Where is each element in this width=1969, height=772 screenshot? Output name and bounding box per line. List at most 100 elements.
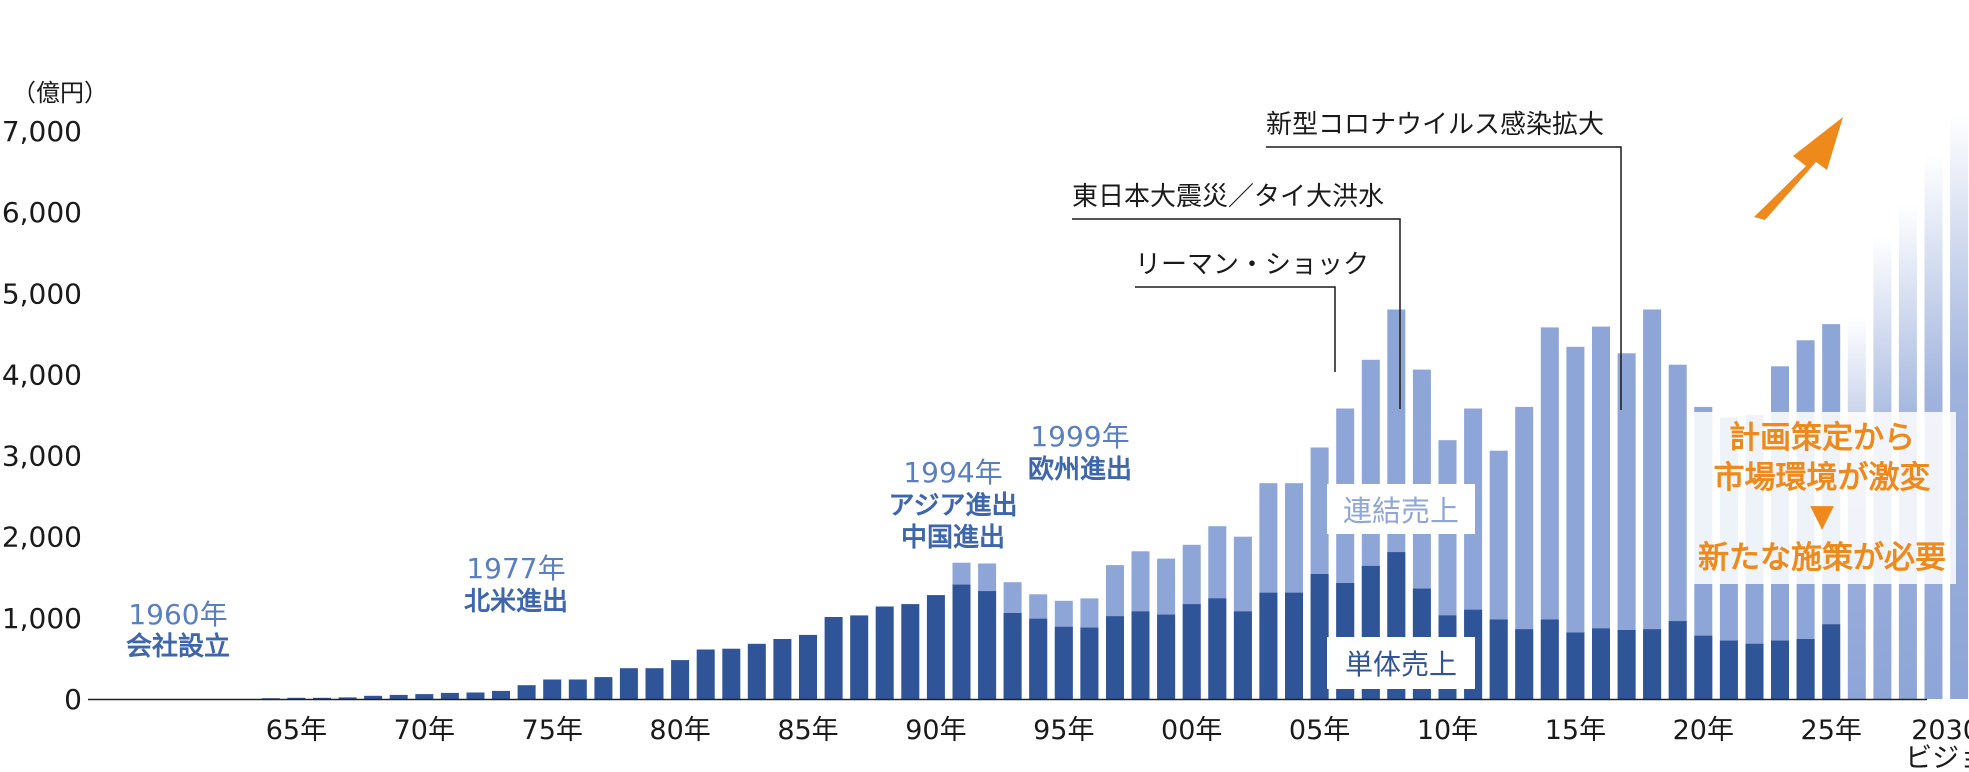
growth-arrow-icon bbox=[1754, 117, 1843, 220]
y-tick-label: 7,000 bbox=[2, 115, 82, 148]
crisis-callout-earthquake: 東日本大震災／タイ大洪水 bbox=[1072, 182, 1401, 409]
consolidated-bar bbox=[1566, 346, 1585, 699]
x-tick-label: 90年 bbox=[905, 715, 966, 746]
standalone-bar bbox=[824, 617, 843, 699]
crisis-callout-covid: 新型コロナウイルス感染拡大 bbox=[1266, 110, 1622, 410]
standalone-bar bbox=[568, 679, 587, 699]
standalone-bar bbox=[1540, 619, 1559, 699]
x-tick-label: 00年 bbox=[1161, 715, 1222, 746]
y-tick-label: 3,000 bbox=[2, 440, 82, 473]
standalone-bar bbox=[901, 604, 920, 699]
consolidated-bar bbox=[1515, 406, 1534, 699]
standalone-bar bbox=[594, 677, 613, 699]
consolidated-bar bbox=[1592, 326, 1610, 699]
consolidated-bar bbox=[1617, 353, 1636, 699]
standalone-bar bbox=[1771, 640, 1789, 699]
standalone-bar bbox=[1822, 624, 1841, 699]
standalone-bar bbox=[850, 615, 869, 699]
standalone-label-backdrop bbox=[1327, 637, 1475, 689]
x-tick-label: 75年 bbox=[522, 715, 583, 746]
x-tick-label: 05年 bbox=[1289, 715, 1350, 746]
standalone-bar bbox=[543, 679, 562, 699]
standalone-bar bbox=[1796, 639, 1815, 699]
standalone-bar bbox=[389, 694, 408, 699]
x-tick-label: 65年 bbox=[266, 715, 327, 746]
standalone-bar bbox=[466, 692, 485, 699]
standalone-bar bbox=[1310, 574, 1329, 699]
standalone-bar bbox=[1106, 616, 1124, 699]
standalone-bar bbox=[1003, 613, 1022, 699]
standalone-bar bbox=[1080, 627, 1099, 699]
y-tick-label: 6,000 bbox=[2, 196, 82, 229]
standalone-bar bbox=[1285, 592, 1303, 699]
standalone-bar bbox=[1617, 630, 1636, 699]
standalone-bar bbox=[440, 692, 459, 699]
standalone-bar bbox=[645, 668, 664, 699]
standalone-bar bbox=[1643, 629, 1662, 699]
projection-bars bbox=[1847, 114, 1969, 700]
standalone-bar bbox=[773, 639, 792, 699]
standalone-bar bbox=[926, 595, 945, 699]
x-tick-label: 15年 bbox=[1545, 715, 1606, 746]
y-axis-unit-label: （億円） bbox=[12, 79, 108, 107]
standalone-bar bbox=[1566, 632, 1585, 699]
vision-note-arrow: ▼ bbox=[1810, 498, 1834, 534]
y-tick-label: 4,000 bbox=[2, 358, 82, 391]
x-tick-label: 95年 bbox=[1033, 715, 1094, 746]
standalone-bar bbox=[952, 584, 971, 699]
standalone-bar bbox=[287, 697, 306, 700]
event-1977-year: 1977年 bbox=[466, 552, 565, 585]
earthquake-flood-label: 東日本大震災／タイ大洪水 bbox=[1072, 182, 1384, 212]
consolidated-bar bbox=[1643, 309, 1662, 699]
standalone-bar bbox=[1054, 626, 1073, 699]
event-1994-year: 1994年 bbox=[903, 456, 1002, 489]
standalone-bar bbox=[722, 648, 741, 699]
standalone-bar bbox=[1694, 635, 1713, 699]
standalone-bar bbox=[619, 668, 638, 699]
crisis-callout-lehman: リーマン・ショック bbox=[1135, 250, 1369, 372]
consolidated-bar bbox=[1540, 327, 1559, 699]
x-tick-label: 80年 bbox=[649, 715, 710, 746]
x-tick-sublabel: ビジョン bbox=[1905, 743, 1969, 772]
standalone-bar bbox=[1208, 598, 1227, 699]
event-1994-label2: 中国進出 bbox=[901, 523, 1005, 553]
standalone-bar bbox=[1182, 604, 1201, 699]
standalone-bar bbox=[1233, 611, 1252, 699]
standalone-bar bbox=[1157, 614, 1176, 699]
standalone-bar bbox=[1719, 640, 1738, 699]
event-1999-year: 1999年 bbox=[1030, 420, 1129, 453]
standalone-bar bbox=[671, 660, 690, 699]
y-axis-ticks: 0 1,000 2,000 3,000 4,000 5,000 6,000 7,000 bbox=[2, 115, 82, 716]
event-1960-year: 1960年 bbox=[128, 598, 227, 631]
standalone-bar bbox=[696, 649, 715, 699]
event-1999-label: 欧州進出 bbox=[1028, 454, 1132, 485]
y-tick-label: 0 bbox=[64, 683, 82, 716]
y-tick-label: 1,000 bbox=[2, 602, 82, 635]
standalone-bar bbox=[338, 697, 357, 699]
standalone-bar bbox=[1029, 618, 1048, 699]
x-tick-label: 20年 bbox=[1673, 715, 1734, 746]
projection-bar bbox=[1950, 114, 1969, 700]
vision-note-line3: 新たな施策が必要 bbox=[1698, 540, 1946, 576]
standalone-bar bbox=[978, 591, 997, 699]
x-tick-label: 10年 bbox=[1417, 715, 1478, 746]
event-1960-label: 会社設立 bbox=[126, 631, 230, 662]
lehman-leader-line bbox=[1135, 286, 1336, 372]
standalone-bar bbox=[1668, 621, 1687, 699]
event-1994-label: アジア進出 bbox=[889, 491, 1018, 521]
event-1977-label: 北米進出 bbox=[464, 587, 568, 617]
consolidated-label-backdrop bbox=[1327, 484, 1475, 534]
standalone-bar bbox=[313, 697, 331, 700]
standalone-bar bbox=[875, 606, 894, 699]
consolidated-bar bbox=[1668, 364, 1687, 699]
standalone-series-label: 単体売上 bbox=[1345, 648, 1457, 681]
x-tick-label: 70年 bbox=[394, 715, 455, 746]
covid-leader-line bbox=[1266, 146, 1622, 410]
standalone-bar bbox=[1745, 643, 1764, 699]
x-tick-label: 25年 bbox=[1801, 715, 1862, 746]
standalone-bar bbox=[1592, 628, 1610, 699]
covid-label: 新型コロナウイルス感染拡大 bbox=[1266, 110, 1604, 140]
x-axis-ticks: 65年 70年 75年 80年 85年 90年 95年 00年 05年 10年 15年 20年 25年 2… bbox=[266, 715, 1969, 772]
standalone-bar bbox=[747, 643, 766, 699]
